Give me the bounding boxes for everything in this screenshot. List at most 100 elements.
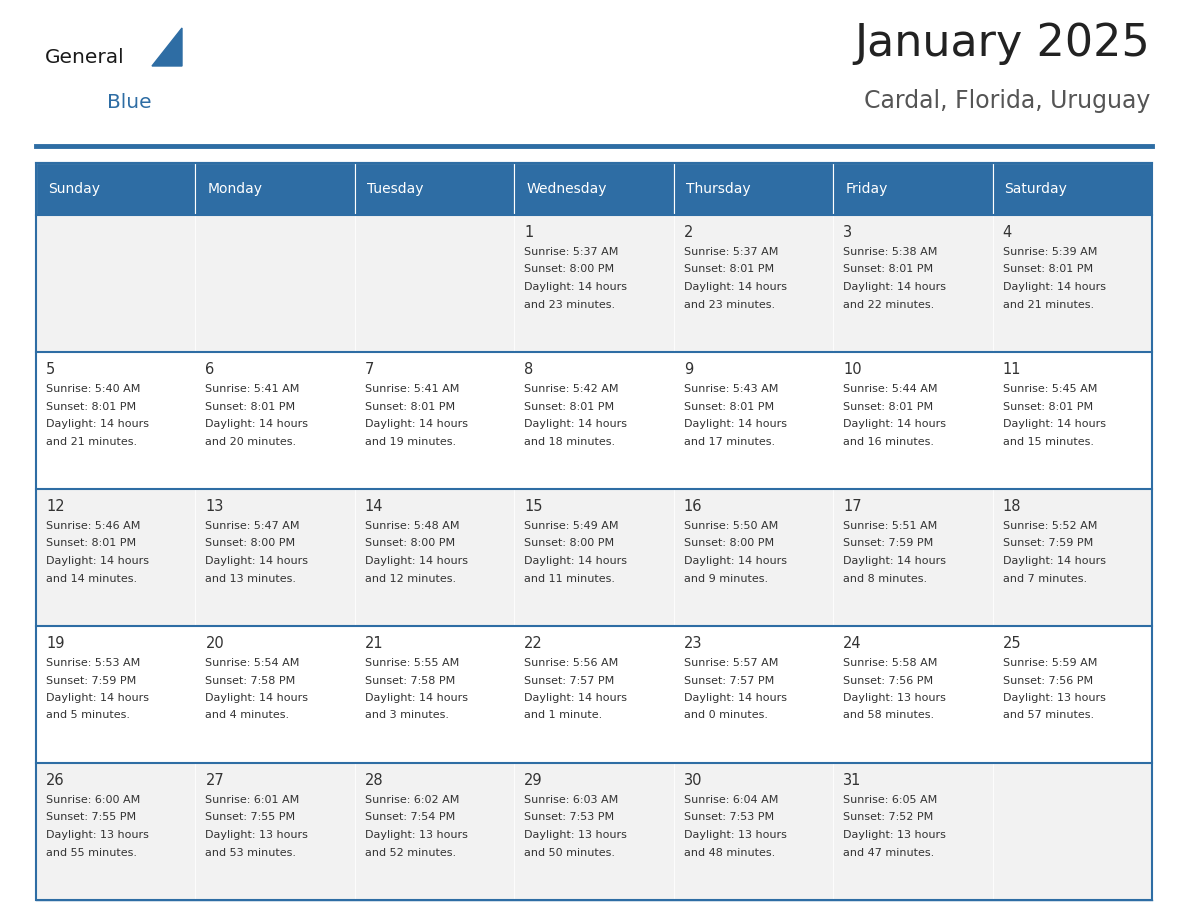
Text: and 12 minutes.: and 12 minutes. — [365, 574, 456, 584]
Text: and 22 minutes.: and 22 minutes. — [843, 299, 935, 309]
Text: 15: 15 — [524, 499, 543, 514]
Text: and 4 minutes.: and 4 minutes. — [206, 711, 290, 721]
Text: and 5 minutes.: and 5 minutes. — [46, 711, 129, 721]
Text: and 9 minutes.: and 9 minutes. — [684, 574, 767, 584]
Text: Sunset: 7:59 PM: Sunset: 7:59 PM — [843, 539, 934, 548]
Bar — [674, 489, 833, 626]
Text: Sunrise: 6:04 AM: Sunrise: 6:04 AM — [684, 795, 778, 805]
Text: Sunrise: 5:50 AM: Sunrise: 5:50 AM — [684, 521, 778, 531]
Bar — [36, 763, 196, 900]
Text: and 0 minutes.: and 0 minutes. — [684, 711, 767, 721]
Text: Daylight: 14 hours: Daylight: 14 hours — [684, 282, 786, 292]
Text: and 16 minutes.: and 16 minutes. — [843, 436, 934, 446]
Bar — [833, 163, 992, 215]
Text: Daylight: 14 hours: Daylight: 14 hours — [46, 693, 148, 703]
Text: Sunrise: 6:00 AM: Sunrise: 6:00 AM — [46, 795, 140, 805]
Text: Sunset: 8:01 PM: Sunset: 8:01 PM — [843, 401, 934, 411]
Text: Sunrise: 5:40 AM: Sunrise: 5:40 AM — [46, 384, 140, 394]
Text: Daylight: 14 hours: Daylight: 14 hours — [524, 419, 627, 429]
Text: Sunset: 8:01 PM: Sunset: 8:01 PM — [1003, 264, 1093, 274]
Text: 2: 2 — [684, 225, 693, 240]
Text: Sunrise: 5:41 AM: Sunrise: 5:41 AM — [365, 384, 460, 394]
Text: and 50 minutes.: and 50 minutes. — [524, 847, 615, 857]
Text: Daylight: 13 hours: Daylight: 13 hours — [206, 830, 309, 840]
Text: and 15 minutes.: and 15 minutes. — [1003, 436, 1094, 446]
Bar — [833, 489, 992, 626]
Text: Daylight: 14 hours: Daylight: 14 hours — [843, 419, 946, 429]
Bar — [355, 626, 514, 763]
Bar — [36, 352, 196, 489]
Text: Daylight: 14 hours: Daylight: 14 hours — [684, 556, 786, 566]
Text: Sunrise: 5:44 AM: Sunrise: 5:44 AM — [843, 384, 937, 394]
Bar — [36, 163, 196, 215]
Text: Daylight: 14 hours: Daylight: 14 hours — [1003, 419, 1106, 429]
Text: 28: 28 — [365, 773, 384, 788]
Text: Sunrise: 5:49 AM: Sunrise: 5:49 AM — [524, 521, 619, 531]
Text: Sunset: 8:01 PM: Sunset: 8:01 PM — [524, 401, 614, 411]
Bar — [36, 163, 1152, 900]
Bar — [196, 626, 355, 763]
Bar — [355, 215, 514, 352]
Polygon shape — [152, 28, 182, 66]
Text: Sunset: 7:58 PM: Sunset: 7:58 PM — [206, 676, 296, 686]
Text: 11: 11 — [1003, 362, 1020, 377]
Text: and 52 minutes.: and 52 minutes. — [365, 847, 456, 857]
Text: and 55 minutes.: and 55 minutes. — [46, 847, 137, 857]
Text: Sunset: 8:01 PM: Sunset: 8:01 PM — [46, 401, 137, 411]
Text: Sunset: 7:55 PM: Sunset: 7:55 PM — [46, 812, 137, 823]
Text: and 3 minutes.: and 3 minutes. — [365, 711, 449, 721]
Text: 20: 20 — [206, 636, 225, 651]
Text: Daylight: 14 hours: Daylight: 14 hours — [206, 556, 309, 566]
Bar — [36, 215, 196, 352]
Text: Sunrise: 5:41 AM: Sunrise: 5:41 AM — [206, 384, 299, 394]
Bar — [514, 626, 674, 763]
Text: Sunset: 8:01 PM: Sunset: 8:01 PM — [1003, 401, 1093, 411]
Text: Sunrise: 5:57 AM: Sunrise: 5:57 AM — [684, 658, 778, 668]
Text: 31: 31 — [843, 773, 861, 788]
Bar — [514, 352, 674, 489]
Text: Daylight: 14 hours: Daylight: 14 hours — [365, 419, 468, 429]
Text: and 23 minutes.: and 23 minutes. — [684, 299, 775, 309]
Text: 12: 12 — [46, 499, 64, 514]
Text: Sunset: 8:01 PM: Sunset: 8:01 PM — [684, 264, 773, 274]
Text: 6: 6 — [206, 362, 215, 377]
Text: Sunset: 8:01 PM: Sunset: 8:01 PM — [206, 401, 296, 411]
Text: Daylight: 14 hours: Daylight: 14 hours — [1003, 556, 1106, 566]
Text: 25: 25 — [1003, 636, 1022, 651]
Text: Saturday: Saturday — [1005, 182, 1068, 196]
Text: Daylight: 14 hours: Daylight: 14 hours — [1003, 282, 1106, 292]
Text: Sunset: 8:01 PM: Sunset: 8:01 PM — [365, 401, 455, 411]
Bar — [833, 215, 992, 352]
Text: and 23 minutes.: and 23 minutes. — [524, 299, 615, 309]
Text: Sunset: 7:58 PM: Sunset: 7:58 PM — [365, 676, 455, 686]
Text: General: General — [45, 48, 125, 67]
Text: 22: 22 — [524, 636, 543, 651]
Bar — [992, 489, 1152, 626]
Text: 23: 23 — [684, 636, 702, 651]
Text: 18: 18 — [1003, 499, 1020, 514]
Bar — [355, 352, 514, 489]
Text: Daylight: 13 hours: Daylight: 13 hours — [365, 830, 468, 840]
Text: and 58 minutes.: and 58 minutes. — [843, 711, 934, 721]
Bar — [196, 163, 355, 215]
Text: and 21 minutes.: and 21 minutes. — [1003, 299, 1094, 309]
Bar — [196, 352, 355, 489]
Text: Wednesday: Wednesday — [526, 182, 607, 196]
Text: Sunset: 8:00 PM: Sunset: 8:00 PM — [524, 264, 614, 274]
Text: Sunrise: 6:05 AM: Sunrise: 6:05 AM — [843, 795, 937, 805]
Text: and 8 minutes.: and 8 minutes. — [843, 574, 928, 584]
Bar — [196, 215, 355, 352]
Text: Daylight: 13 hours: Daylight: 13 hours — [46, 830, 148, 840]
Bar — [992, 163, 1152, 215]
Text: Daylight: 13 hours: Daylight: 13 hours — [1003, 693, 1106, 703]
Text: Sunset: 8:01 PM: Sunset: 8:01 PM — [843, 264, 934, 274]
Text: Sunrise: 5:52 AM: Sunrise: 5:52 AM — [1003, 521, 1097, 531]
Text: Sunrise: 5:38 AM: Sunrise: 5:38 AM — [843, 247, 937, 257]
Text: 7: 7 — [365, 362, 374, 377]
Text: 8: 8 — [524, 362, 533, 377]
Bar — [355, 163, 514, 215]
Bar — [992, 215, 1152, 352]
Text: 10: 10 — [843, 362, 861, 377]
Text: Sunrise: 6:02 AM: Sunrise: 6:02 AM — [365, 795, 460, 805]
Text: Sunset: 8:01 PM: Sunset: 8:01 PM — [684, 401, 773, 411]
